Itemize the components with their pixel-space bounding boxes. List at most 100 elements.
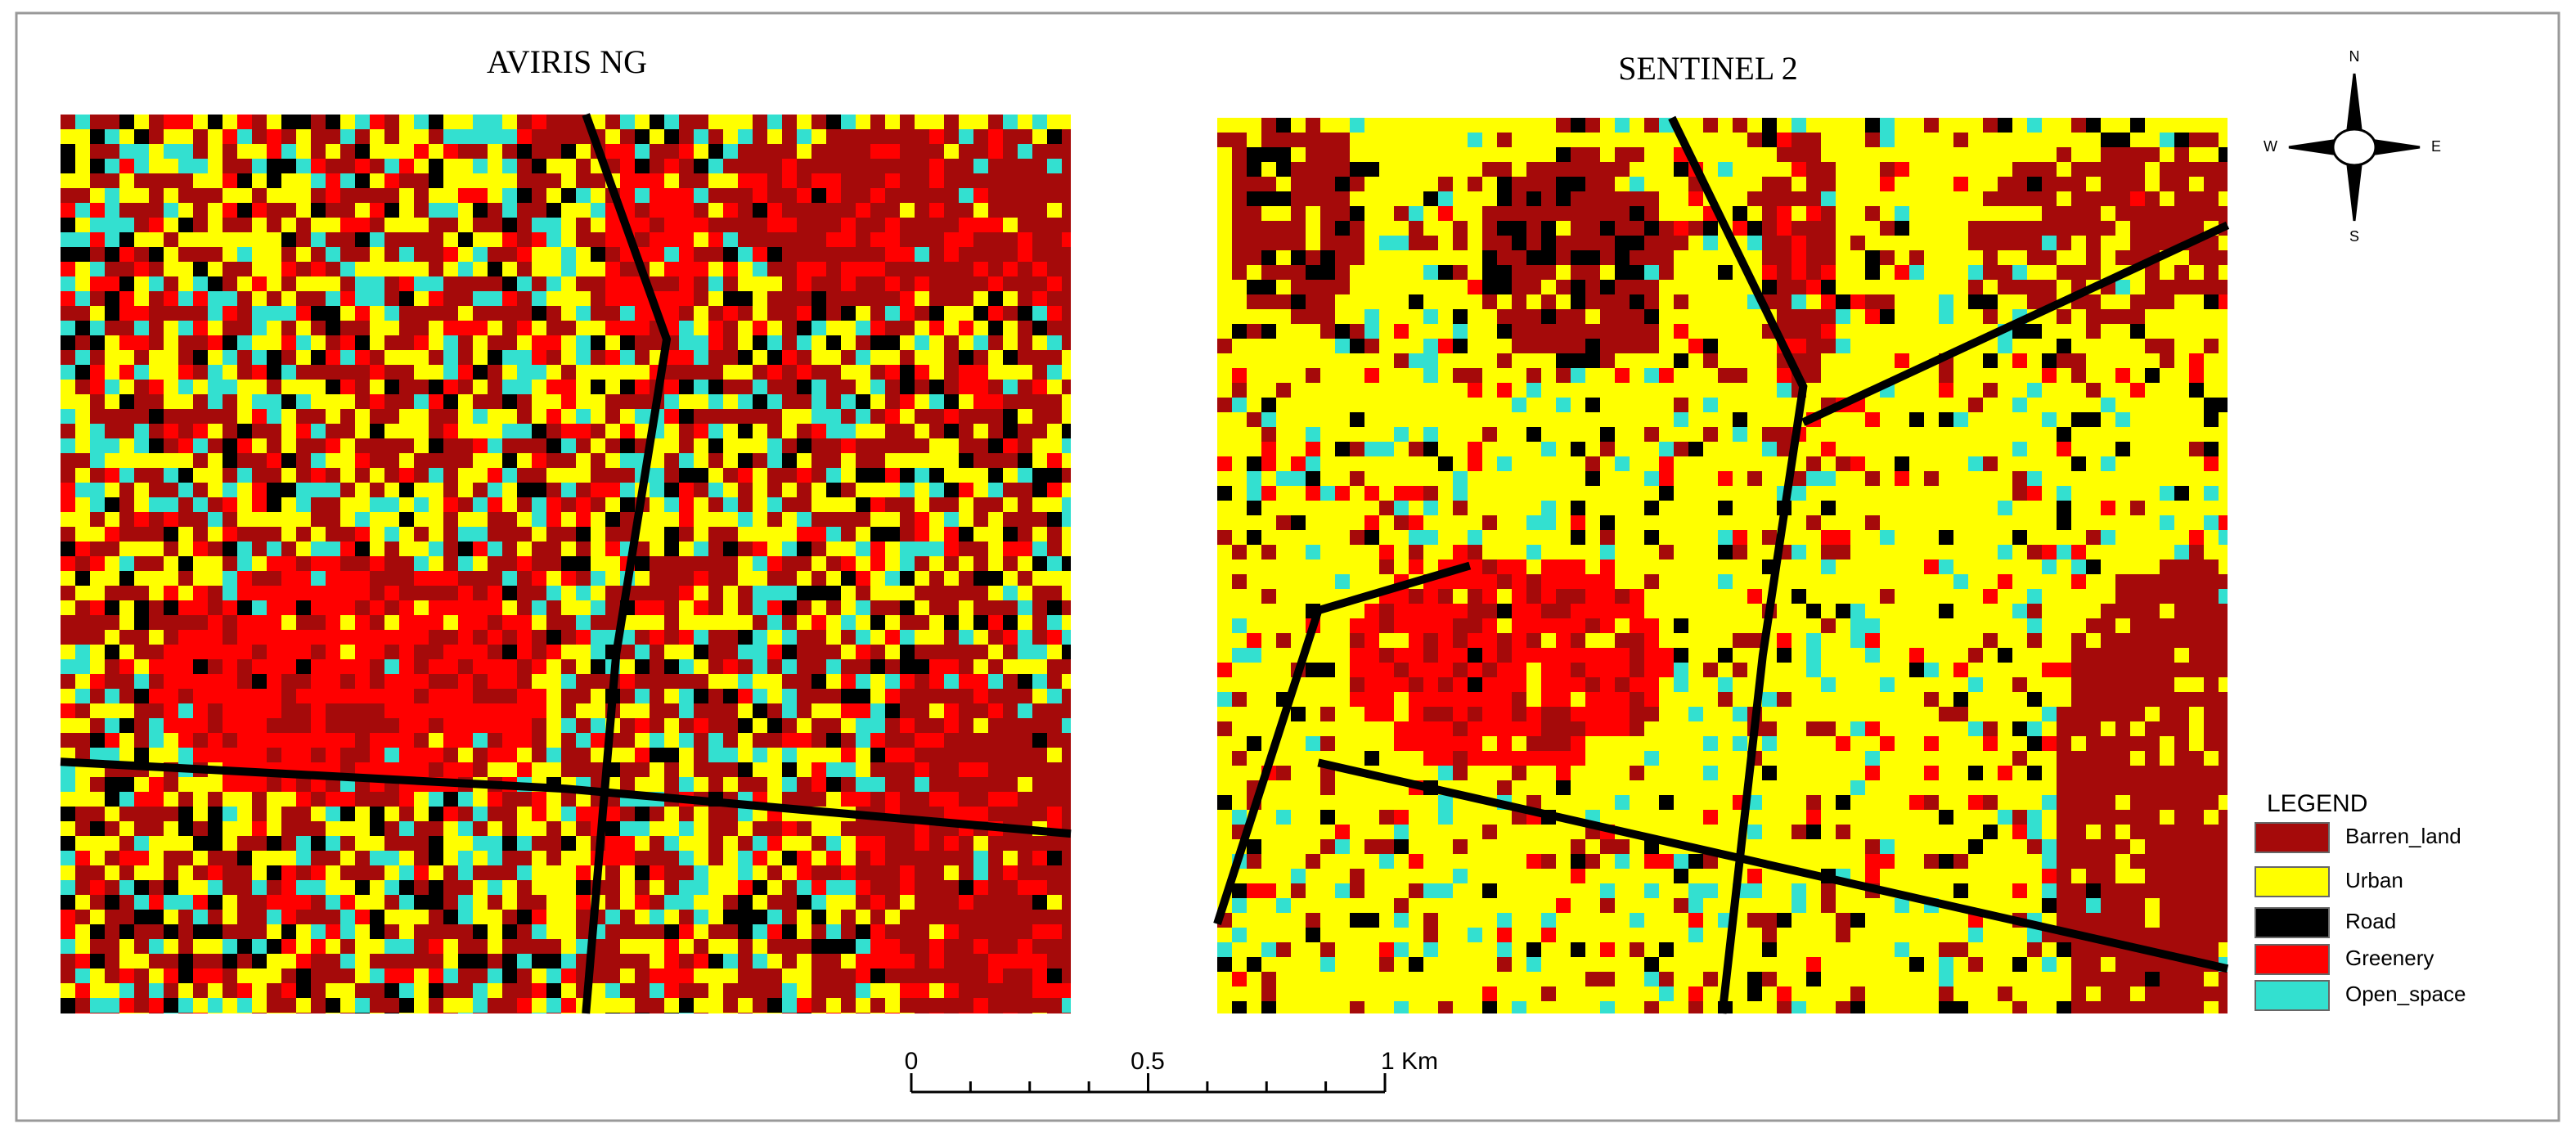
map-pixel	[679, 571, 694, 586]
map-pixel	[119, 542, 134, 556]
map-pixel	[458, 483, 473, 497]
map-pixel	[1062, 262, 1071, 276]
map-pixel	[1865, 177, 1880, 191]
map-pixel	[517, 703, 532, 718]
map-pixel	[944, 409, 959, 424]
map-pixel	[650, 232, 664, 247]
map-pixel	[797, 645, 811, 659]
map-pixel	[252, 998, 267, 1013]
map-pixel	[267, 703, 281, 718]
map-pixel	[767, 748, 782, 762]
map-pixel	[90, 276, 105, 291]
map-pixel	[1003, 262, 1018, 276]
map-pixel	[767, 115, 782, 129]
map-pixel	[252, 645, 267, 659]
map-pixel	[2145, 206, 2160, 221]
map-pixel	[546, 821, 561, 836]
map-pixel	[635, 777, 650, 792]
map-pixel	[355, 556, 370, 571]
map-pixel	[149, 218, 164, 232]
map-pixel	[753, 468, 767, 483]
map-pixel	[1983, 162, 1998, 177]
map-pixel	[429, 733, 443, 748]
map-pixel	[915, 247, 929, 262]
map-pixel	[105, 173, 119, 188]
map-pixel	[1247, 206, 1261, 221]
map-pixel	[149, 968, 164, 983]
map-pixel	[782, 630, 797, 645]
map-pixel	[414, 144, 429, 159]
map-pixel	[870, 939, 885, 954]
map-pixel	[635, 851, 650, 865]
map-pixel	[208, 600, 223, 615]
map-pixel	[738, 777, 753, 792]
map-pixel	[2042, 206, 2057, 221]
map-pixel	[635, 762, 650, 777]
map-pixel	[105, 703, 119, 718]
map-pixel	[75, 144, 90, 159]
map-pixel	[61, 703, 75, 718]
map-pixel	[767, 777, 782, 792]
map-pixel	[1018, 173, 1032, 188]
map-pixel	[959, 232, 973, 247]
map-pixel	[458, 203, 473, 218]
map-pixel	[708, 924, 723, 939]
map-pixel	[2219, 250, 2228, 265]
map-pixel	[502, 615, 517, 630]
map-pixel	[694, 232, 708, 247]
map-pixel	[694, 335, 708, 350]
map-pixel	[75, 821, 90, 836]
map-pixel	[532, 571, 546, 586]
map-pixel	[1062, 365, 1071, 380]
map-pixel	[399, 453, 414, 468]
map-pixel	[635, 983, 650, 998]
map-pixel	[61, 968, 75, 983]
map-pixel	[370, 365, 384, 380]
map-pixel	[723, 571, 738, 586]
map-pixel	[473, 380, 488, 394]
map-pixel	[370, 630, 384, 645]
map-pixel	[1003, 983, 1018, 998]
map-pixel	[605, 365, 620, 380]
map-pixel	[443, 247, 458, 262]
map-pixel	[973, 497, 988, 512]
map-pixel	[826, 188, 841, 203]
map-pixel	[708, 836, 723, 851]
map-pixel	[767, 203, 782, 218]
map-pixel	[208, 556, 223, 571]
map-pixel	[973, 115, 988, 129]
map-pixel	[252, 394, 267, 409]
map-pixel	[664, 910, 679, 924]
map-pixel	[2219, 162, 2228, 177]
map-pixel	[1939, 177, 1953, 191]
map-pixel	[1306, 177, 1320, 191]
map-pixel	[546, 276, 561, 291]
map-pixel	[458, 527, 473, 542]
map-pixel	[223, 792, 237, 807]
map-pixel	[900, 173, 915, 188]
map-pixel	[90, 630, 105, 645]
map-pixel	[2204, 236, 2219, 250]
map-pixel	[355, 409, 370, 424]
map-pixel	[119, 571, 134, 586]
map-pixel	[1032, 115, 1047, 129]
map-pixel	[708, 807, 723, 821]
map-pixel	[1047, 262, 1062, 276]
map-pixel	[193, 880, 208, 895]
map-pixel	[193, 586, 208, 600]
map-pixel	[134, 792, 149, 807]
map-pixel	[296, 807, 311, 821]
map-pixel	[635, 998, 650, 1013]
map-pixel	[502, 188, 517, 203]
map-pixel	[723, 880, 738, 895]
map-pixel	[826, 468, 841, 483]
map-pixel	[738, 983, 753, 998]
map-pixel	[488, 394, 502, 409]
map-pixel	[915, 777, 929, 792]
map-pixel	[237, 159, 252, 173]
map-pixel	[782, 895, 797, 910]
map-pixel	[605, 144, 620, 159]
map-pixel	[561, 689, 576, 703]
map-pixel	[473, 600, 488, 615]
map-pixel	[517, 468, 532, 483]
